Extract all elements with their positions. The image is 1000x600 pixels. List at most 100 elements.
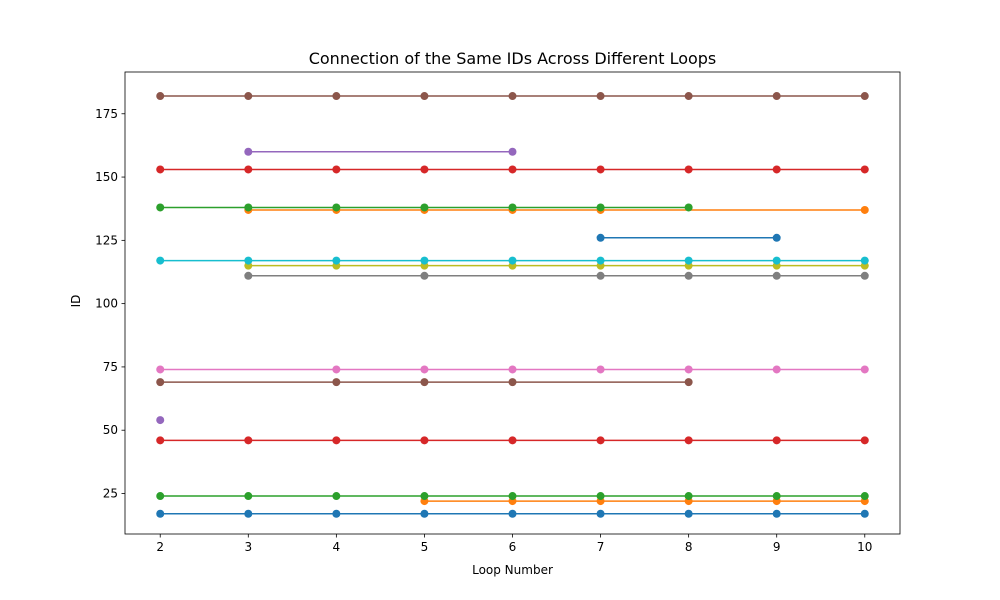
- x-tick-label: 6: [509, 540, 517, 554]
- data-point: [684, 203, 693, 212]
- plot-area: [156, 92, 869, 518]
- series-3: [156, 436, 869, 445]
- data-point: [860, 256, 869, 265]
- data-point: [508, 378, 517, 387]
- x-tick-label: 5: [421, 540, 429, 554]
- y-tick-label: 175: [95, 107, 118, 121]
- data-point: [332, 509, 341, 518]
- series-6: [156, 365, 869, 374]
- data-point: [508, 203, 517, 212]
- data-point: [420, 378, 429, 387]
- series-5: [156, 378, 693, 387]
- data-point: [596, 92, 605, 101]
- series-12: [156, 203, 693, 212]
- data-point: [156, 256, 165, 265]
- y-tick-label: 50: [103, 423, 118, 437]
- data-point: [596, 165, 605, 174]
- data-point: [508, 509, 517, 518]
- series-10: [596, 233, 781, 242]
- series-0: [156, 509, 869, 518]
- data-point: [684, 256, 693, 265]
- data-point: [596, 233, 605, 242]
- data-point: [684, 92, 693, 101]
- data-point: [772, 165, 781, 174]
- y-tick-label: 100: [95, 297, 118, 311]
- data-point: [156, 492, 165, 501]
- data-point: [860, 205, 869, 214]
- data-point: [860, 492, 869, 501]
- axes: 2 3 4 5 6 7 8 9 10 25 50 75 100 125 150 175: [95, 71, 901, 554]
- series-7: [244, 271, 869, 280]
- data-point: [156, 436, 165, 445]
- data-point: [508, 92, 517, 101]
- data-point: [244, 165, 253, 174]
- data-point: [156, 203, 165, 212]
- data-point: [772, 365, 781, 374]
- series-4: [156, 416, 165, 425]
- data-point: [420, 165, 429, 174]
- data-point: [772, 256, 781, 265]
- y-axis-label: ID: [69, 295, 83, 308]
- data-point: [860, 271, 869, 280]
- data-point: [420, 436, 429, 445]
- x-axis-label: Loop Number: [472, 563, 553, 577]
- y-tick-label: 25: [103, 486, 118, 500]
- data-point: [156, 365, 165, 374]
- data-point: [596, 256, 605, 265]
- data-point: [332, 165, 341, 174]
- data-point: [772, 492, 781, 501]
- data-point: [508, 165, 517, 174]
- data-point: [508, 492, 517, 501]
- y-tick-label: 150: [95, 170, 118, 184]
- series-9: [156, 256, 869, 265]
- data-point: [684, 365, 693, 374]
- data-point: [772, 436, 781, 445]
- x-tick-label: 2: [156, 540, 164, 554]
- data-point: [332, 256, 341, 265]
- series-2: [156, 492, 869, 501]
- data-point: [860, 436, 869, 445]
- data-point: [244, 492, 253, 501]
- data-point: [684, 492, 693, 501]
- y-tick-label: 125: [95, 233, 118, 247]
- data-point: [772, 271, 781, 280]
- y-tick-label: 75: [103, 360, 118, 374]
- series-15: [156, 92, 869, 101]
- data-point: [860, 509, 869, 518]
- data-point: [420, 509, 429, 518]
- data-point: [332, 378, 341, 387]
- data-point: [420, 492, 429, 501]
- x-tick-label: 9: [773, 540, 781, 554]
- chart-title: Connection of the Same IDs Across Differ…: [309, 49, 717, 68]
- series-13: [156, 165, 869, 174]
- data-point: [332, 365, 341, 374]
- data-point: [772, 509, 781, 518]
- data-point: [156, 378, 165, 387]
- x-tick-label: 4: [333, 540, 341, 554]
- data-point: [332, 492, 341, 501]
- data-point: [156, 165, 165, 174]
- data-point: [508, 365, 517, 374]
- data-point: [508, 256, 517, 265]
- data-point: [244, 92, 253, 101]
- data-point: [684, 271, 693, 280]
- data-point: [860, 92, 869, 101]
- data-point: [772, 233, 781, 242]
- series-14: [244, 147, 517, 156]
- data-point: [508, 436, 517, 445]
- data-point: [596, 492, 605, 501]
- data-point: [244, 147, 253, 156]
- data-point: [420, 203, 429, 212]
- data-point: [244, 203, 253, 212]
- data-point: [156, 92, 165, 101]
- data-point: [684, 165, 693, 174]
- data-point: [420, 271, 429, 280]
- x-tick-label: 3: [244, 540, 252, 554]
- data-point: [596, 203, 605, 212]
- data-point: [244, 271, 253, 280]
- data-point: [420, 365, 429, 374]
- data-point: [596, 509, 605, 518]
- data-point: [420, 92, 429, 101]
